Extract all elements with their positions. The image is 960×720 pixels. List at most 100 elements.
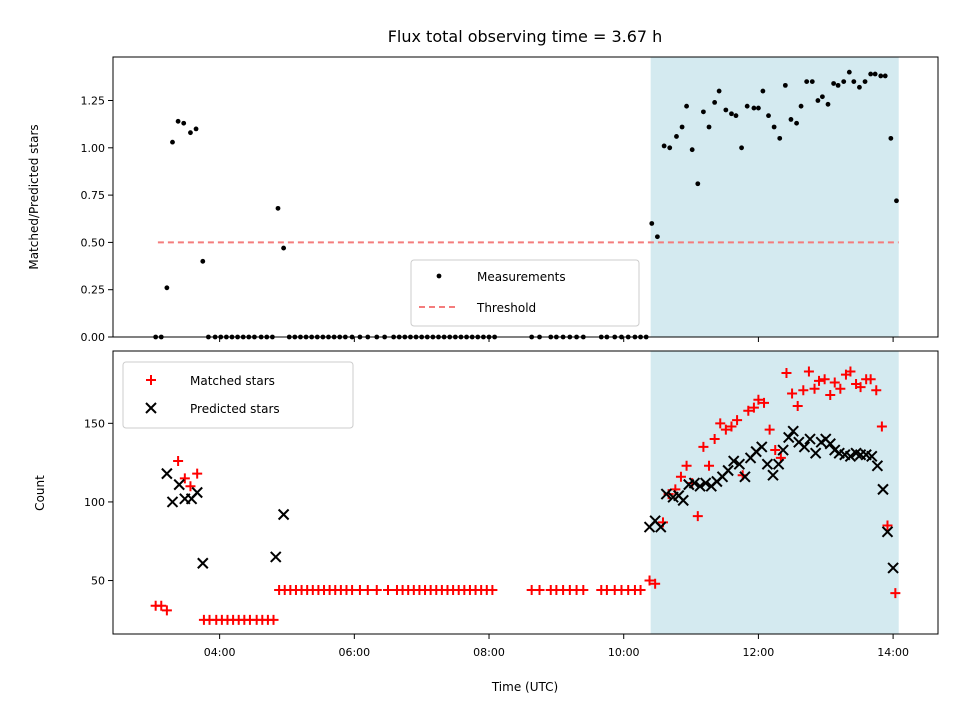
- predicted-star-point: [677, 494, 689, 507]
- measurement-point: [851, 79, 857, 84]
- matched-star-point: [845, 366, 856, 377]
- predicted-star-point: [866, 450, 878, 463]
- chart-title: Flux total observing time = 3.67 h: [388, 27, 663, 46]
- measurement-point: [275, 205, 281, 211]
- x-tick-label: 12:00: [743, 646, 775, 659]
- matched-star-point: [871, 385, 882, 396]
- measurement-point: [175, 118, 181, 124]
- measurement-point: [733, 113, 739, 119]
- top-legend: Measurements Threshold: [410, 259, 640, 327]
- x-tick-label: 08:00: [473, 646, 505, 659]
- predicted-star-point: [688, 477, 701, 489]
- predicted-star-point: [871, 460, 884, 472]
- measurement-point: [825, 101, 831, 107]
- matched-star-point: [855, 382, 866, 393]
- matched-star-point: [865, 374, 876, 385]
- measurement-point: [689, 147, 695, 153]
- measurement-point: [164, 285, 170, 291]
- bottom-highlight-band: [650, 351, 899, 634]
- predicted-star-point: [166, 496, 179, 508]
- matched-star-point: [792, 401, 803, 412]
- measurement-point: [819, 94, 825, 100]
- matched-star-point: [173, 456, 184, 467]
- predicted-star-point: [733, 458, 746, 470]
- measurement-point: [888, 135, 894, 141]
- matched-star-point: [720, 424, 731, 435]
- top-marks: [153, 69, 899, 340]
- matched-star-point: [753, 394, 764, 405]
- x-tick-label: 04:00: [204, 646, 236, 659]
- y-tick-label: 0.50: [81, 236, 106, 249]
- x-tick-label: 10:00: [608, 646, 640, 659]
- top-axes-frame: [112, 56, 939, 338]
- predicted-star-point: [270, 551, 282, 563]
- measurement-point: [760, 88, 766, 94]
- bottom-y-ticks: 50 100 150: [84, 417, 113, 588]
- matched-star-point: [787, 388, 798, 399]
- measurement-point: [706, 124, 712, 130]
- matched-star-point: [759, 397, 770, 408]
- matched-star-point: [161, 605, 172, 616]
- matched-star-point: [814, 375, 825, 386]
- predicted-star-point: [191, 486, 203, 499]
- predicted-star-point: [783, 431, 795, 444]
- measurement-point: [200, 258, 206, 264]
- x-tick-label: 14:00: [877, 646, 909, 659]
- top-highlight-band: [650, 57, 899, 337]
- measurement-point: [695, 181, 701, 187]
- matched-star-point: [803, 366, 814, 377]
- y-tick-label: 0.00: [81, 331, 106, 344]
- predicted-star-point: [804, 433, 816, 445]
- legend-measurements-marker: [436, 273, 442, 279]
- matched-star-point: [692, 511, 703, 522]
- measurement-point: [798, 103, 804, 109]
- predicted-star-point: [767, 469, 779, 481]
- legend-matched-marker: [146, 375, 156, 385]
- predicted-star-point: [798, 441, 811, 453]
- measurement-point: [712, 100, 718, 105]
- top-panel: 0.00 0.25 0.50 0.75 1.00 1.25 Matched/Predict…: [27, 56, 939, 344]
- matched-star-point: [704, 460, 715, 471]
- matched-star-point: [698, 441, 709, 452]
- matched-star-point: [726, 421, 737, 432]
- matched-star-point: [829, 377, 840, 388]
- measurement-point: [771, 124, 777, 130]
- measurement-point: [654, 234, 660, 240]
- predicted-star-point: [699, 477, 712, 489]
- measurement-point: [684, 103, 689, 109]
- matched-star-point: [825, 390, 836, 401]
- predicted-star-point: [772, 458, 785, 470]
- predicted-star-point: [161, 467, 173, 480]
- matched-star-point: [770, 445, 781, 456]
- y-tick-label: 0.25: [81, 284, 106, 297]
- measurement-point: [788, 117, 794, 122]
- matched-star-point: [487, 584, 498, 595]
- matched-star-point: [876, 421, 887, 432]
- y-tick-label: 150: [84, 417, 105, 430]
- top-y-ticks: 0.00 0.25 0.50 0.75 1.00 1.25: [81, 95, 113, 344]
- predicted-star-point: [756, 441, 768, 453]
- legend-predicted-marker: [145, 402, 157, 414]
- bottom-axes-frame: [112, 350, 939, 635]
- predicted-star-point: [881, 526, 894, 538]
- measurement-point: [794, 120, 799, 126]
- measurement-point: [170, 139, 175, 145]
- bottom-y-axis-label: Count: [33, 475, 47, 511]
- measurement-point: [667, 145, 673, 151]
- matched-star-point: [675, 471, 686, 482]
- matched-star-point: [371, 584, 382, 595]
- y-tick-label: 1.00: [81, 142, 106, 155]
- predicted-star-point: [887, 562, 899, 574]
- predicted-star-point: [777, 444, 789, 456]
- matched-star-point: [268, 614, 279, 625]
- predicted-star-point: [739, 471, 751, 483]
- predicted-star-point: [844, 450, 857, 463]
- measurement-point: [857, 84, 862, 90]
- matched-star-point: [709, 434, 720, 445]
- predicted-star-point: [173, 478, 185, 491]
- measurement-point: [882, 73, 888, 79]
- measurement-point: [674, 134, 679, 139]
- y-tick-label: 1.25: [81, 95, 106, 108]
- matched-star-point: [890, 588, 901, 599]
